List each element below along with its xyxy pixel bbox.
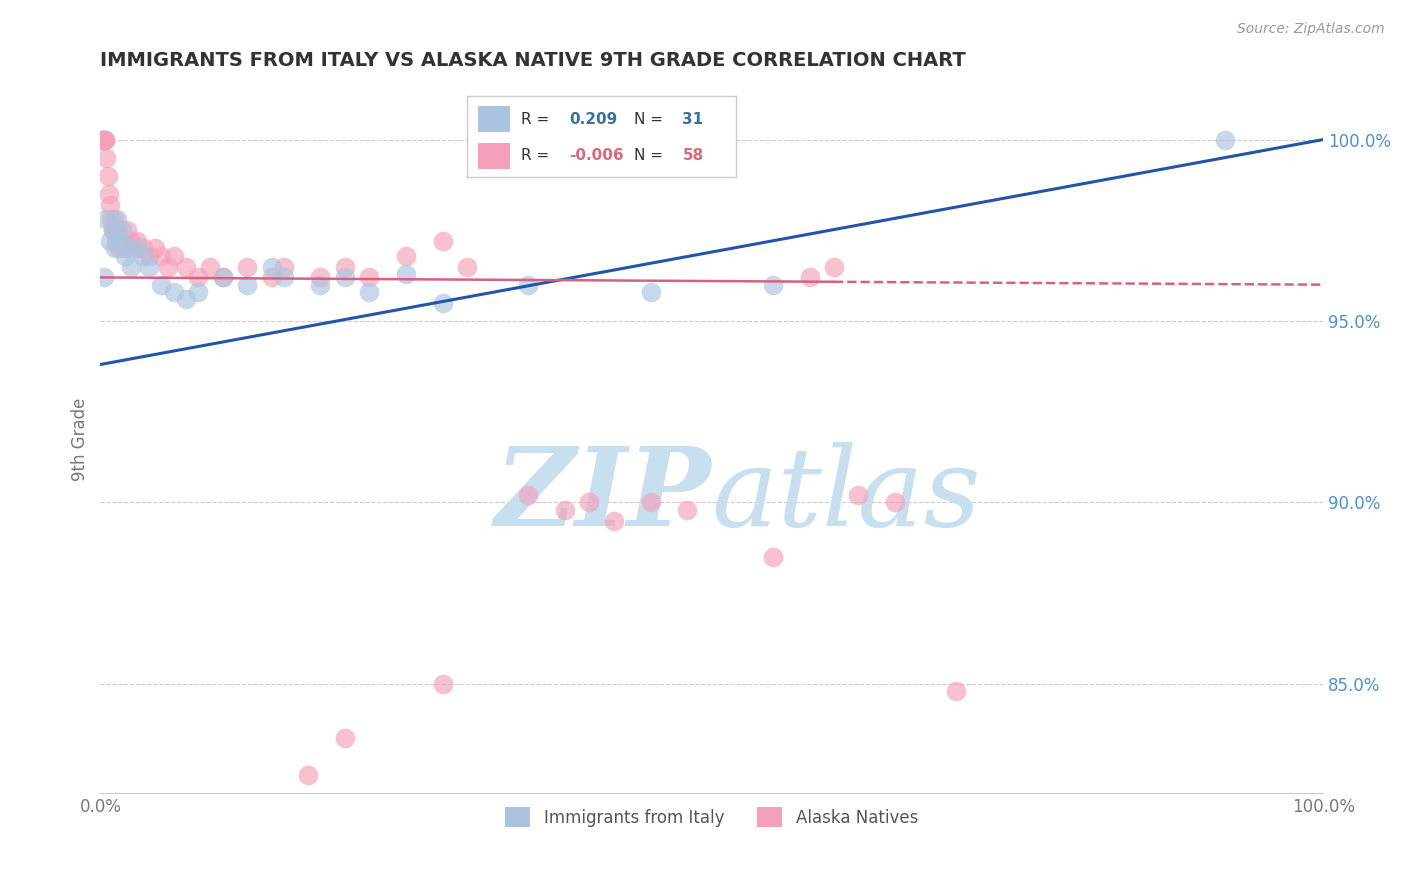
Point (848, 488, 870, 502)
Point (101, 223, 124, 237)
Point (98, 198, 121, 212)
Point (104, 223, 127, 237)
Point (260, 270, 283, 285)
Point (174, 260, 197, 274)
Point (91, 132, 114, 146)
Point (150, 249, 173, 263)
Point (125, 241, 148, 255)
Text: Source: ZipAtlas.com: Source: ZipAtlas.com (1237, 22, 1385, 37)
Point (150, 277, 173, 292)
Point (945, 684, 967, 698)
Point (211, 270, 233, 285)
Point (273, 260, 295, 274)
Point (145, 241, 167, 255)
Point (236, 277, 259, 292)
Point (309, 277, 332, 292)
Point (297, 767, 319, 781)
Point (104, 241, 127, 255)
Point (120, 260, 142, 274)
Text: IMMIGRANTS FROM ITALY VS ALASKA NATIVE 9TH GRADE CORRELATION CHART: IMMIGRANTS FROM ITALY VS ALASKA NATIVE 9… (100, 51, 966, 70)
Point (124, 241, 146, 255)
Point (117, 223, 139, 237)
Point (517, 488, 540, 502)
Point (359, 270, 381, 285)
Point (432, 234, 454, 248)
Text: ZIP: ZIP (495, 442, 711, 549)
Point (359, 285, 381, 299)
Point (156, 260, 179, 274)
Point (97, 169, 120, 183)
Point (187, 285, 209, 299)
Point (90, 132, 112, 146)
Point (97, 186, 120, 201)
Point (333, 260, 356, 274)
Point (260, 260, 283, 274)
Point (1213, 132, 1236, 146)
Point (96, 212, 118, 227)
Point (107, 241, 129, 255)
Point (108, 234, 131, 248)
Point (456, 260, 478, 274)
Point (138, 260, 160, 274)
Point (211, 270, 233, 285)
Point (640, 285, 662, 299)
Point (799, 270, 821, 285)
Point (138, 249, 160, 263)
Point (517, 277, 540, 292)
Point (640, 495, 662, 509)
Point (432, 295, 454, 310)
Point (93, 132, 115, 146)
Point (103, 212, 125, 227)
Point (823, 260, 845, 274)
Point (107, 223, 129, 237)
Point (132, 241, 155, 255)
Point (132, 249, 155, 263)
Point (105, 234, 128, 248)
Legend: Immigrants from Italy, Alaska Natives: Immigrants from Italy, Alaska Natives (499, 800, 925, 834)
Point (101, 223, 124, 237)
Point (93, 132, 115, 146)
Point (111, 223, 134, 237)
Point (98, 234, 121, 248)
Point (432, 677, 454, 691)
Point (93, 270, 115, 285)
Point (395, 267, 418, 281)
Point (110, 234, 132, 248)
Point (117, 241, 139, 255)
Text: atlas: atlas (711, 442, 981, 549)
Point (163, 285, 186, 299)
Point (762, 549, 785, 564)
Point (125, 234, 148, 248)
Point (187, 270, 209, 285)
Point (96, 151, 118, 165)
Point (174, 292, 197, 306)
Point (114, 241, 136, 255)
Point (333, 731, 356, 746)
Point (762, 277, 785, 292)
Point (114, 249, 136, 263)
Y-axis label: 9th Grade: 9th Grade (72, 397, 89, 481)
Point (603, 514, 626, 528)
Point (578, 495, 600, 509)
Point (554, 502, 576, 516)
Point (93, 132, 115, 146)
Point (676, 502, 699, 516)
Point (200, 260, 222, 274)
Point (309, 270, 332, 285)
Point (884, 495, 907, 509)
Point (94, 132, 117, 146)
Point (333, 270, 356, 285)
Point (120, 234, 142, 248)
Point (236, 260, 259, 274)
Point (107, 212, 129, 227)
Point (91, 132, 114, 146)
Point (273, 270, 295, 285)
Point (163, 249, 186, 263)
Point (100, 212, 122, 227)
Point (395, 249, 418, 263)
